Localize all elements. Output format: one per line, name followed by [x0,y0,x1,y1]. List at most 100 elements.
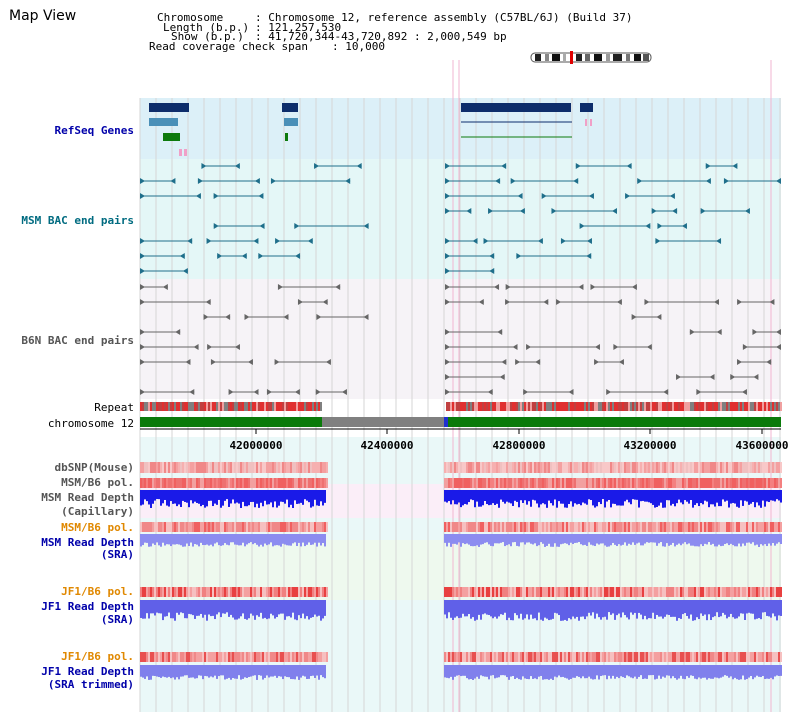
msm-b6-pol-sra-cell [640,522,642,532]
jf1-b6-pol-2-cell [256,652,258,662]
msm-depth-capillary-bar [176,490,178,507]
msm-depth-sra-bar [232,534,234,543]
msm-b6-pol-sra-cell [472,522,474,532]
msm-depth-capillary-bar [698,490,700,507]
repeat-segment [516,402,518,411]
jf1-depth-sra-bar [668,600,670,615]
jf1-b6-pol-cell [538,587,540,597]
track-label-msm-depth-cap[interactable]: MSM Read Depth [41,491,134,504]
msm-depth-sra-bar [140,534,142,547]
track-label-dbsnp[interactable]: dbSNP(Mouse) [54,461,134,474]
dbsnp-cell [502,462,504,473]
msm-depth-sra-bar [156,534,158,543]
msm-b6-pol-sra-cell [476,522,478,532]
b6n-bac-end-marker [322,299,328,305]
msm-depth-capillary-bar [572,490,574,507]
jf1-depth-sra-bar [724,600,726,615]
jf1-depth-sra-bar [210,600,212,617]
jf1-depth-trimmed-bar [204,665,206,676]
track-label-refseq[interactable]: RefSeq Genes [54,124,134,137]
jf1-depth-sra-bar [730,600,732,614]
jf1-b6-pol-2-cell [602,652,604,662]
msm-depth-capillary-bar [232,490,234,500]
msm-b6-pol-cell [776,478,778,488]
jf1-b6-pol-cell [156,587,158,597]
jf1-b6-pol-cell [142,587,144,597]
dbsnp-cell [320,462,322,473]
msm-b6-pol-cell [566,478,568,488]
jf1-depth-trimmed-bar [492,665,494,676]
msm-b6-pol-sra-cell [286,522,288,532]
msm-depth-capillary-bar [452,490,454,501]
dbsnp-cell [250,462,252,473]
jf1-b6-pol-2-cell [572,652,574,662]
jf1-depth-sra-bar [658,600,660,617]
msm-depth-sra-bar [522,534,524,543]
msm-bac-end-marker [314,163,320,169]
jf1-b6-pol-2-cell [458,652,460,662]
msm-depth-capillary-bar [522,490,524,503]
jf1-depth-trimmed-bar [158,665,160,678]
msm-b6-pol-sra-cell [602,522,604,532]
jf1-depth-trimmed-bar [632,665,634,679]
dbsnp-cell [624,462,626,473]
msm-b6-pol-cell [502,478,504,488]
msm-depth-capillary-bar [756,490,758,503]
jf1-depth-sra-bar [754,600,756,620]
b6n-bac-end-marker [185,359,191,365]
repeat-segment [148,402,150,411]
msm-b6-pol-cell [244,478,246,488]
msm-b6-pol-cell [682,478,684,488]
msm-b6-pol-cell [766,478,768,488]
jf1-depth-sra-bar [250,600,252,614]
jf1-depth-sra-bar [586,600,588,617]
jf1-b6-pol-2-cell [288,652,290,662]
jf1-b6-pol-cell [276,587,278,597]
track-label-msm-bac[interactable]: MSM BAC end pairs [21,214,134,227]
msm-b6-pol-cell [532,478,534,488]
msm-bac-end-marker [140,178,145,184]
track-label-jf1-depth-2[interactable]: JF1 Read Depth [41,665,134,678]
jf1-b6-pol-cell [766,587,768,597]
track-label-b6n-bac[interactable]: B6N BAC end pairs [21,334,134,347]
jf1-b6-pol-2-cell [152,652,154,662]
msm-b6-pol-cell [500,478,502,488]
track-label-jf1-b6-pol-2[interactable]: JF1/B6 pol. [61,650,134,663]
repeat-segment [510,402,512,411]
jf1-b6-pol-2-cell [452,652,454,662]
msm-b6-pol-cell [306,478,308,488]
axis-tick-label: 42400000 [361,439,414,452]
chromosome-label: Chromosome [157,11,224,24]
msm-depth-sra-bar [456,534,458,545]
dbsnp-cell [524,462,526,473]
b6n-bac-end-marker [535,359,541,365]
jf1-depth-trimmed-bar [738,665,740,680]
gene-exon [282,103,298,112]
msm-b6-pol-sra-cell [578,522,580,532]
jf1-b6-pol-2-cell [466,652,468,662]
b6n-bac-end-marker [606,389,612,395]
msm-b6-pol-cell [680,478,682,488]
msm-bac-end-marker [213,223,219,229]
track-label-msm-b6-pol[interactable]: MSM/B6 pol. [61,476,134,489]
jf1-depth-sra-bar [286,600,288,617]
msm-depth-sra-bar [580,534,582,545]
track-label-jf1-depth[interactable]: JF1 Read Depth [41,600,134,613]
jf1-b6-pol-2-cell [210,652,212,662]
repeat-segment [688,402,690,411]
msm-depth-sra-bar [714,534,716,547]
msm-depth-capillary-bar [314,490,316,500]
jf1-depth-trimmed-bar [230,665,232,680]
jf1-b6-pol-2-cell [494,652,496,662]
msm-depth-capillary-bar [472,490,474,501]
track-label-jf1-b6-pol[interactable]: JF1/B6 pol. [61,585,134,598]
msm-depth-sra-bar [536,534,538,547]
track-label-msm-b6-pol-sra[interactable]: MSM/B6 pol. [61,521,134,534]
track-label-msm-depth-sra[interactable]: MSM Read Depth [41,536,134,549]
msm-b6-pol-sra-cell [750,522,752,532]
msm-depth-sra-bar [188,534,190,547]
jf1-depth-trimmed-bar [762,665,764,676]
msm-depth-capillary-bar [618,490,620,506]
jf1-depth-sra-bar [646,600,648,620]
msm-b6-pol-sra-cell [568,522,570,532]
